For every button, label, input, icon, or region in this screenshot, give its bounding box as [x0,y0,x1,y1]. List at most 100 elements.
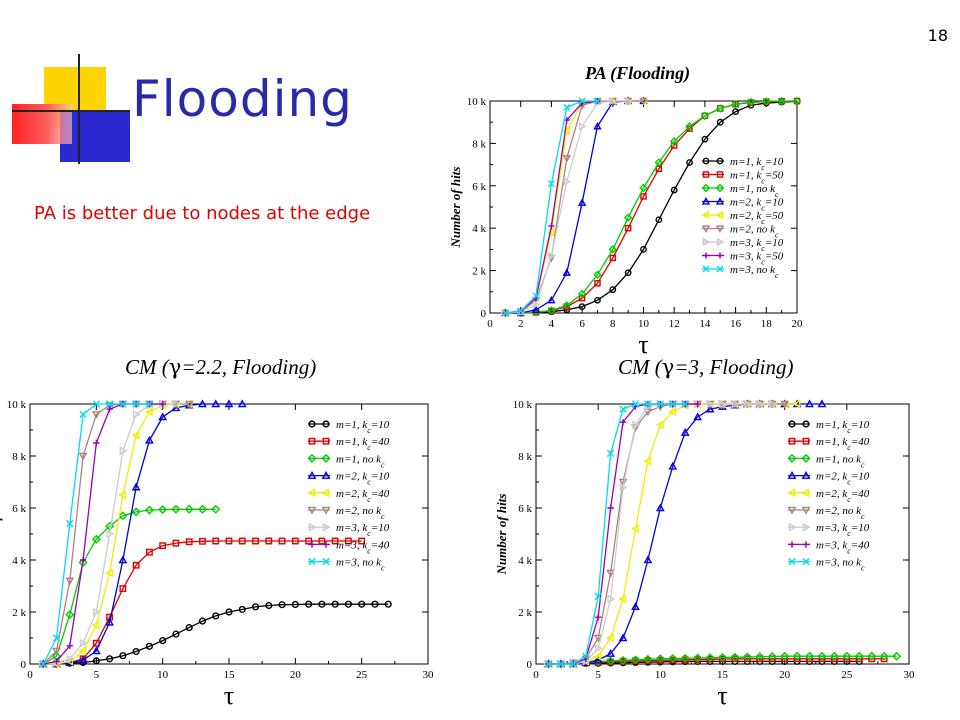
data-point [792,399,801,409]
data-point [578,122,587,131]
legend-entry-suffix: =40 [371,539,390,551]
data-point [618,594,627,604]
data-point [680,427,690,436]
data-point [159,400,166,408]
data-point [606,569,615,578]
legend-entry-sub: c [775,230,779,239]
legend-entry-name: m=3, no k [336,557,382,569]
data-point [547,180,555,188]
legend-entry: m=1, kc=40 [816,436,870,452]
data-point [578,97,586,105]
y-tick-label: 10 k [513,399,533,411]
data-point [185,538,193,546]
legend-entry: m=3, no kc [336,557,385,573]
legend-marker [322,541,330,548]
data-point [238,537,246,545]
data-point [145,435,154,444]
x-tick-label: 5 [595,669,601,681]
legend-entry-suffix: =40 [851,539,870,551]
y-tick-label: 10 k [7,399,27,411]
data-point [817,651,827,661]
legend-entry: m=2, kc=10 [730,197,784,213]
data-point [655,654,665,664]
data-point [237,399,247,408]
data-point [501,309,509,317]
legend-entry-name: m=1, k [730,156,762,168]
data-point [172,630,180,638]
legend-entry-name: m=3, k [816,539,848,551]
legend-entry-sub: c [761,244,765,253]
series-8 [39,400,154,668]
data-point [717,652,728,663]
data-point [159,542,167,550]
series-8 [544,400,689,668]
y-tick-label: 4 k [472,223,486,235]
data-point [706,399,715,409]
data-point [730,652,740,662]
data-point [594,280,601,287]
data-point [78,655,88,664]
data-point [693,412,703,421]
y-tick-label: 6 k [518,503,532,515]
y-tick-label: 8 k [12,451,26,463]
legend-entry-name: m=1, k [730,170,762,182]
data-point [668,461,678,470]
data-point [694,400,701,408]
legend-entry-suffix: =10 [851,522,870,534]
data-point [198,399,207,408]
data-point [132,647,140,656]
y-tick-label: 2 k [472,266,486,278]
data-point [131,507,141,517]
legend-marker [701,183,711,193]
legend-marker [716,265,724,273]
data-point [630,524,639,534]
legend-entry-sub: c [847,477,851,486]
data-point [609,286,617,294]
decor-vertical-line [78,54,80,164]
legend-entry: m=2, kc=10 [816,471,870,487]
x-axis-label: τ [638,330,648,359]
legend-entry-suffix: =10 [765,237,784,249]
x-tick-label: 4 [549,318,555,330]
x-tick-label: 0 [487,318,493,330]
legend-marker [308,522,317,532]
legend-entry-sub: c [861,512,865,521]
data-point [238,605,246,613]
legend-marker [788,522,797,532]
data-point [582,652,590,660]
legend-entry-name: m=3, k [730,251,762,263]
legend-marker [322,557,330,566]
y-axis-label: Number of hits [0,494,3,576]
data-point [701,135,709,143]
legend-entry: m=2, no kc [336,505,385,521]
data-point [185,624,193,632]
series-line [548,658,885,665]
legend-entry: m=2, no kc [816,505,865,521]
chart-cm3-title-prefix: CM ( [618,355,662,379]
legend-marker [802,522,811,532]
legend-marker [715,210,724,220]
legend-entry-sub: c [847,529,851,538]
data-point [743,655,751,663]
series-8 [501,97,601,317]
data-point [631,602,640,611]
chart-pa-flooding: 0 2 4 6 8 10 12 14 16 18 20 0 2 k 4 k 6 k 8 k 10 k Number… [448,96,803,359]
data-point [792,96,802,106]
data-point [623,213,633,222]
chart-cm3-title-gamma: γ [661,355,675,379]
legend-entry: m=3, kc=10 [336,522,390,538]
data-point [104,568,113,578]
series-1 [39,537,366,668]
legend-marker [702,171,710,178]
slide-number: 18 [927,26,948,45]
legend-entry: m=2, no kc [730,224,779,240]
legend-entry: m=2, kc=40 [816,488,870,504]
data-point [619,419,627,426]
legend-marker [715,183,725,193]
legend-marker [701,197,711,205]
legend-entry-suffix: =10 [765,156,784,168]
legend-entry-name: m=3, k [730,237,762,249]
data-point [624,269,632,277]
legend-marker [788,557,796,566]
data-point [252,537,259,545]
